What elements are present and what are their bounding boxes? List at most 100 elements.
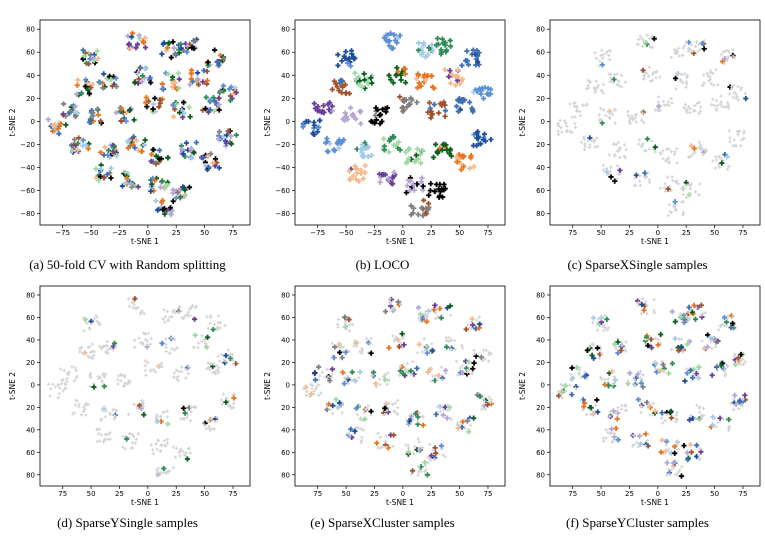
data-point (387, 401, 391, 405)
data-point (346, 317, 352, 323)
data-point (399, 331, 405, 337)
data-point (181, 449, 185, 454)
data-point (370, 369, 377, 376)
data-point (659, 410, 665, 416)
y-tick-label: 60 (26, 449, 35, 457)
data-point (456, 98, 462, 104)
data-point (417, 464, 421, 468)
data-point (587, 146, 592, 150)
data-point (344, 319, 348, 323)
data-point (556, 129, 560, 133)
data-point (475, 59, 481, 65)
data-point (348, 433, 352, 437)
data-point (196, 346, 200, 350)
data-point (615, 339, 621, 345)
x-tick-label: 25 (427, 229, 436, 237)
data-point (732, 56, 736, 60)
data-point (613, 121, 617, 125)
data-point (331, 147, 337, 153)
data-point (624, 349, 628, 353)
data-point (680, 53, 685, 57)
data-point (680, 73, 684, 77)
data-point (611, 434, 617, 440)
data-point (394, 65, 400, 71)
data-point (715, 158, 719, 162)
data-point (356, 413, 360, 417)
data-point (487, 350, 491, 355)
data-point (399, 105, 405, 111)
data-point (180, 370, 184, 374)
data-point (651, 36, 657, 42)
data-point (182, 417, 186, 421)
data-point (426, 100, 433, 106)
data-point (357, 78, 363, 84)
data-point (606, 377, 610, 381)
data-point (80, 351, 85, 355)
data-point (588, 405, 594, 411)
data-point (180, 365, 184, 369)
data-point (88, 84, 94, 91)
data-point (206, 361, 210, 365)
data-point (321, 103, 327, 109)
data-point (616, 405, 620, 410)
data-point (636, 433, 643, 439)
data-point (406, 444, 410, 448)
data-point (100, 85, 106, 91)
x-tick-label: 0 (401, 229, 405, 237)
data-point (669, 97, 673, 101)
data-point (429, 347, 436, 354)
y-tick-label: 20 (281, 359, 290, 367)
data-point (406, 418, 413, 424)
data-point (470, 322, 476, 328)
data-point (579, 140, 584, 144)
data-point (737, 399, 743, 405)
data-point (392, 305, 396, 310)
data-point (143, 364, 147, 368)
data-point (658, 75, 662, 79)
data-point (670, 175, 674, 179)
data-point (717, 328, 721, 332)
data-point (675, 161, 679, 165)
data-point (177, 369, 181, 373)
data-point (463, 326, 469, 333)
data-point (422, 54, 429, 60)
y-tick-label: 0 (31, 381, 35, 389)
data-point (172, 51, 178, 57)
data-point (195, 76, 201, 82)
data-point (648, 413, 652, 417)
data-point (454, 159, 461, 165)
data-point (420, 183, 426, 189)
panel-b: −75 −50 −25 0 25 50 75 80 60 40 20 0 −20 −40 −60 −80 t-S… (255, 0, 510, 280)
data-point (336, 145, 342, 151)
data-point (477, 321, 483, 327)
x-axis-label: t-SNE 1 (641, 237, 669, 246)
data-point (447, 68, 453, 74)
data-point (676, 448, 680, 452)
data-point (126, 42, 132, 48)
data-point (672, 443, 678, 450)
data-point (188, 419, 192, 423)
data-point (432, 302, 438, 308)
data-point (487, 395, 491, 399)
y-tick-label: 0 (31, 118, 35, 126)
data-point (729, 85, 734, 89)
data-point (163, 315, 167, 319)
data-point (602, 439, 606, 443)
data-point (725, 365, 730, 369)
data-point (468, 417, 472, 422)
data-point (196, 341, 200, 345)
data-point (471, 164, 477, 170)
data-point (175, 70, 182, 76)
data-point (58, 386, 62, 390)
x-tick-label: 25 (625, 229, 634, 237)
data-point (600, 48, 604, 52)
data-point (602, 382, 608, 388)
data-point (155, 414, 159, 419)
data-point (708, 339, 713, 344)
data-point (303, 118, 309, 125)
data-point (200, 334, 204, 338)
data-point (184, 49, 190, 55)
data-point (384, 373, 388, 377)
data-point (365, 154, 371, 160)
data-point (122, 180, 129, 186)
